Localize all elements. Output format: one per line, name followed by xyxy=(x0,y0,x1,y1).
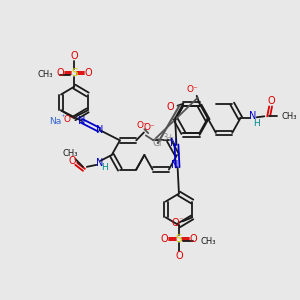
Text: O: O xyxy=(161,234,168,244)
Text: 3+: 3+ xyxy=(162,133,175,142)
Text: ⁻: ⁻ xyxy=(178,215,183,224)
Text: O⁻: O⁻ xyxy=(144,123,155,132)
Text: CH₃: CH₃ xyxy=(63,149,78,158)
Text: S: S xyxy=(71,68,78,78)
Text: O: O xyxy=(69,156,76,166)
Text: N: N xyxy=(96,158,103,168)
Text: O: O xyxy=(56,68,64,78)
Text: Na: Na xyxy=(49,117,61,126)
Text: N: N xyxy=(96,125,103,135)
Text: N: N xyxy=(78,116,85,126)
Text: O⁻: O⁻ xyxy=(64,115,75,124)
Text: O: O xyxy=(171,218,179,228)
Text: O: O xyxy=(190,234,197,244)
Text: O⁻: O⁻ xyxy=(187,85,199,94)
Text: O: O xyxy=(167,102,175,112)
Text: N: N xyxy=(249,111,256,121)
Text: H: H xyxy=(101,163,107,172)
Text: O⁻: O⁻ xyxy=(136,121,148,130)
Text: CH₃: CH₃ xyxy=(38,70,53,79)
Text: CH₃: CH₃ xyxy=(282,112,297,121)
Text: CH₃: CH₃ xyxy=(200,237,216,246)
Text: O: O xyxy=(70,51,78,61)
Text: ⁺: ⁺ xyxy=(60,113,65,122)
Text: S: S xyxy=(176,234,182,244)
Text: N: N xyxy=(170,138,177,148)
Text: O: O xyxy=(267,97,275,106)
Text: Cr: Cr xyxy=(152,138,163,148)
Text: O: O xyxy=(85,68,92,78)
Text: H: H xyxy=(253,119,260,128)
Text: O: O xyxy=(175,251,183,261)
Text: N: N xyxy=(171,160,178,170)
